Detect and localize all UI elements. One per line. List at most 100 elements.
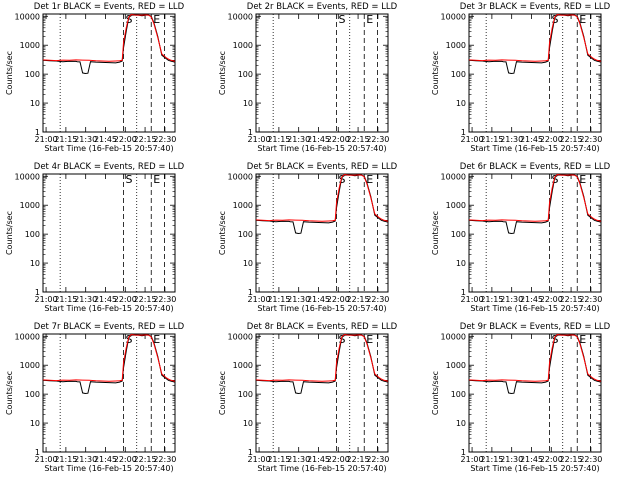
y-tick-label: 1000: [233, 41, 253, 50]
y-tick-label: 1000: [233, 201, 253, 210]
x-tick-label: 21:30: [287, 455, 310, 464]
start-marker: S: [552, 333, 559, 346]
y-tick-label: 10000: [15, 332, 40, 341]
y-tick-label: 1000: [446, 201, 466, 210]
x-axis-label: Start Time (16-Feb-15 20:57:40): [470, 144, 599, 153]
x-axis-label: Start Time (16-Feb-15 20:57:40): [44, 144, 173, 153]
plot-frame: [42, 13, 176, 133]
plot-frame: [42, 173, 176, 293]
y-tick-label: 10000: [441, 332, 466, 341]
y-axis-label: Counts/sec: [218, 211, 227, 255]
plot-title: Det 1r BLACK = Events, RED = LLD: [34, 2, 185, 12]
x-tick-label: 21:45: [307, 295, 330, 304]
start-marker: S: [339, 13, 346, 26]
x-tick-label: 22:30: [153, 455, 176, 464]
end-marker: E: [366, 333, 373, 346]
x-tick-label: 22:30: [366, 455, 389, 464]
x-axis-label: Start Time (16-Feb-15 20:57:40): [44, 464, 173, 473]
plot-frame: [468, 173, 602, 293]
start-marker: S: [339, 333, 346, 346]
plot-title: Det 4r BLACK = Events, RED = LLD: [34, 162, 185, 172]
x-tick-label: 22:15: [560, 135, 583, 144]
x-tick-label: 22:00: [540, 135, 563, 144]
x-tick-label: 22:00: [327, 135, 350, 144]
start-marker: S: [552, 173, 559, 186]
plot-title: Det 9r BLACK = Events, RED = LLD: [460, 322, 611, 332]
y-tick-label: 100: [238, 390, 253, 399]
plot-title: Det 5r BLACK = Events, RED = LLD: [247, 162, 398, 172]
y-tick-label: 1000: [20, 201, 40, 210]
y-tick-label: 10: [243, 259, 253, 268]
x-tick-label: 21:15: [54, 295, 77, 304]
y-tick-label: 1000: [20, 361, 40, 370]
x-tick-label: 21:30: [287, 295, 310, 304]
y-tick-label: 10000: [441, 172, 466, 181]
x-tick-label: 21:00: [248, 135, 271, 144]
plot-frame: [255, 173, 389, 293]
x-tick-label: 22:15: [347, 295, 370, 304]
end-marker: E: [366, 13, 373, 26]
x-tick-label: 22:15: [134, 135, 157, 144]
y-tick-label: 1000: [446, 361, 466, 370]
x-axis-label: Start Time (16-Feb-15 20:57:40): [470, 304, 599, 313]
x-tick-label: 21:45: [94, 135, 117, 144]
x-tick-label: 21:30: [74, 455, 97, 464]
x-tick-label: 21:30: [500, 295, 523, 304]
y-tick-label: 10: [243, 419, 253, 428]
start-marker: S: [339, 173, 346, 186]
x-tick-label: 22:15: [560, 295, 583, 304]
x-tick-label: 22:15: [347, 455, 370, 464]
y-tick-label: 100: [238, 230, 253, 239]
plot-panel-7: Det 7r BLACK = Events, RED = LLD 1 10 100 10…: [5, 322, 185, 473]
start-marker: S: [552, 13, 559, 26]
x-tick-label: 21:45: [94, 455, 117, 464]
plot-title: Det 8r BLACK = Events, RED = LLD: [247, 322, 398, 332]
plot-frame: [255, 333, 389, 453]
y-tick-label: 100: [25, 390, 40, 399]
x-tick-label: 21:00: [248, 455, 271, 464]
x-tick-label: 22:00: [327, 455, 350, 464]
y-tick-label: 1: [248, 288, 253, 297]
x-tick-label: 21:45: [94, 295, 117, 304]
x-tick-label: 21:00: [248, 295, 271, 304]
plot-frame: [42, 333, 176, 453]
plot-title: Det 6r BLACK = Events, RED = LLD: [460, 162, 611, 172]
x-tick-label: 21:00: [35, 295, 58, 304]
series-lld-line: [255, 333, 389, 382]
x-tick-label: 21:30: [74, 295, 97, 304]
y-tick-label: 1000: [446, 41, 466, 50]
series-lld-line: [468, 13, 602, 62]
plot-title: Det 3r BLACK = Events, RED = LLD: [460, 2, 611, 12]
x-tick-label: 22:00: [114, 295, 137, 304]
x-axis-label: Start Time (16-Feb-15 20:57:40): [470, 464, 599, 473]
x-tick-label: 21:30: [500, 455, 523, 464]
x-tick-label: 21:15: [480, 455, 503, 464]
y-tick-label: 10: [30, 419, 40, 428]
x-tick-label: 22:30: [366, 135, 389, 144]
series-lld-line: [42, 13, 176, 62]
x-tick-label: 21:15: [480, 135, 503, 144]
y-tick-label: 10: [30, 99, 40, 108]
x-tick-label: 21:45: [520, 135, 543, 144]
y-tick-label: 10000: [228, 12, 253, 21]
y-tick-label: 1: [35, 448, 40, 457]
y-axis-label: Counts/sec: [431, 211, 440, 255]
plot-panel-2: Det 2r BLACK = Events, RED = LLD 1 10 100 10…: [218, 2, 398, 153]
y-tick-label: 10000: [228, 332, 253, 341]
x-tick-label: 22:30: [579, 455, 602, 464]
start-marker: S: [126, 173, 133, 186]
plot-title: Det 7r BLACK = Events, RED = LLD: [34, 322, 185, 332]
plot-title: Det 2r BLACK = Events, RED = LLD: [247, 2, 398, 12]
plot-frame: [255, 13, 389, 133]
x-tick-label: 22:00: [114, 135, 137, 144]
x-axis-label: Start Time (16-Feb-15 20:57:40): [257, 144, 386, 153]
x-tick-label: 21:30: [500, 135, 523, 144]
x-tick-label: 22:30: [579, 295, 602, 304]
x-tick-label: 21:30: [287, 135, 310, 144]
plot-frame: [468, 13, 602, 133]
x-tick-label: 21:00: [461, 135, 484, 144]
x-tick-label: 21:30: [74, 135, 97, 144]
y-tick-label: 10000: [15, 12, 40, 21]
y-axis-label: Counts/sec: [431, 51, 440, 95]
